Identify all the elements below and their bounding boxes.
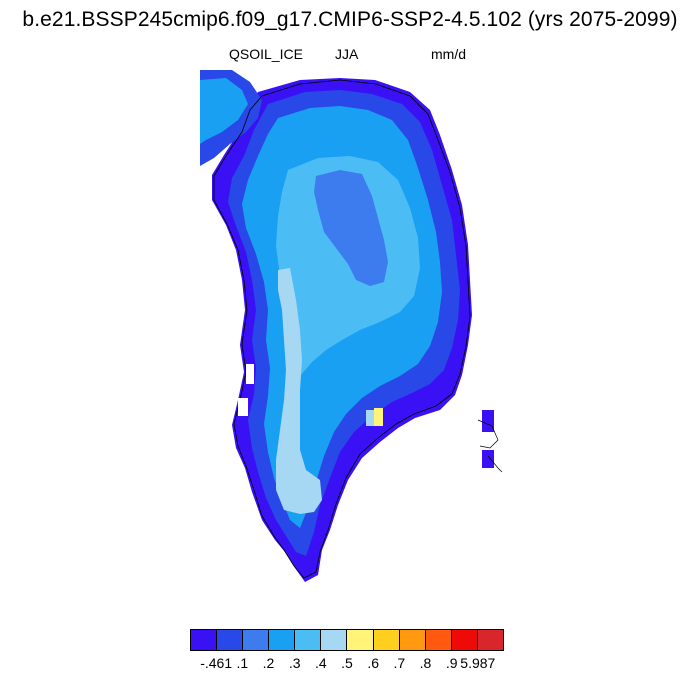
colorbar-swatch xyxy=(217,630,244,650)
colorbar xyxy=(190,629,504,651)
map-southeast-pale xyxy=(366,410,374,426)
plot-title: b.e21.BSSP245cmip6.f09_g17.CMIP6-SSP2-4.… xyxy=(22,8,678,31)
map-southeast-hotspot xyxy=(374,408,383,426)
map-southwest-lobe xyxy=(276,268,322,514)
colorbar-tick-label: .9 xyxy=(445,655,458,671)
map-gap-west-2 xyxy=(246,364,254,384)
colorbar-tick-label: .3 xyxy=(288,655,301,671)
colorbar-swatch xyxy=(399,630,426,650)
colorbar-tick-label: .5 xyxy=(341,655,353,671)
map-northwest-islands-light xyxy=(200,78,248,144)
colorbar-tick-label: .4 xyxy=(314,655,327,671)
colorbar-tick-label: .8 xyxy=(419,655,432,671)
colorbar-tick-label: .2 xyxy=(262,655,275,671)
colorbar-swatch xyxy=(191,630,218,650)
variable-label: QSOIL_ICE xyxy=(229,46,303,62)
colorbar-tick-label: 5.987 xyxy=(460,655,496,671)
colorbar-tick-label: .7 xyxy=(393,655,406,671)
colorbar-swatch xyxy=(373,630,400,650)
map-interior-ridge xyxy=(314,170,388,286)
colorbar-swatch xyxy=(477,630,503,650)
colorbar-tick-label: -.461 xyxy=(200,655,233,671)
colorbar-swatch xyxy=(425,630,452,650)
colorbar-swatch xyxy=(321,630,348,650)
map-east-island-south xyxy=(482,450,494,468)
colorbar-tick-label: .6 xyxy=(367,655,379,671)
colorbar-swatch xyxy=(269,630,296,650)
colorbar-swatch xyxy=(295,630,322,650)
units-label: mm/d xyxy=(431,46,466,62)
colorbar-swatch xyxy=(451,630,478,650)
map-east-island-north xyxy=(482,410,494,432)
colorbar-swatch xyxy=(243,630,270,650)
season-label: JJA xyxy=(335,46,359,62)
map-coastline xyxy=(213,79,471,579)
map-inner-rim xyxy=(276,156,420,376)
map-gap-west-1 xyxy=(238,398,248,416)
map-east-island-coast xyxy=(477,419,503,473)
colorbar-labels: -.461.1 .2 .3 .4 .5 .6 .7 .8 .9 5.987 xyxy=(0,655,700,673)
colorbar-swatch xyxy=(347,630,374,650)
colorbar-tick-label: .1 xyxy=(236,655,249,671)
